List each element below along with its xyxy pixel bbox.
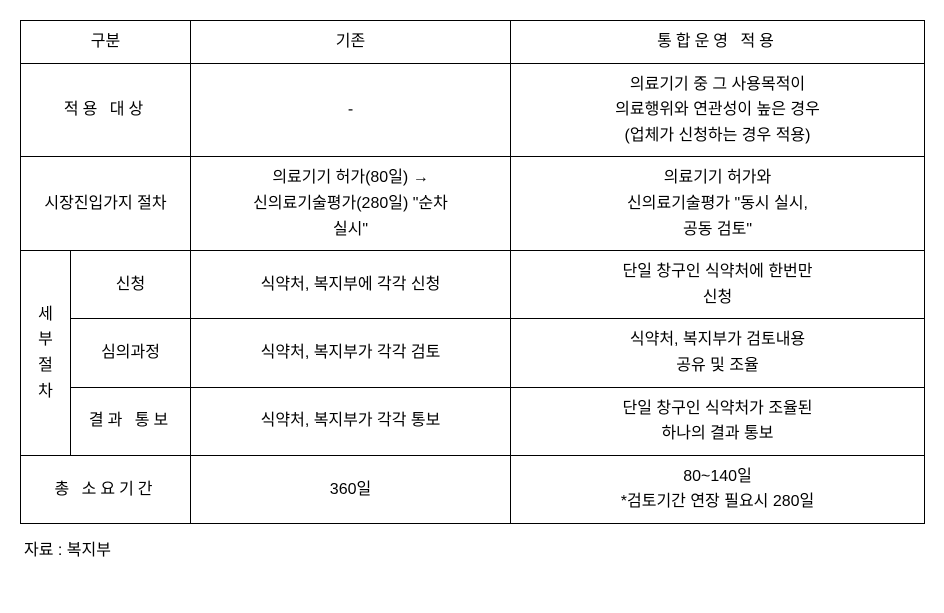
cell-application-existing: 식약처, 복지부에 각각 신청 bbox=[191, 251, 511, 319]
row-application: 세부절차 신청 식약처, 복지부에 각각 신청 단일 창구인 식약처에 한번만신… bbox=[21, 251, 925, 319]
cell-result-integrated: 단일 창구인 식약처가 조율된하나의 결과 통보 bbox=[511, 387, 925, 455]
row-review: 심의과정 식약처, 복지부가 각각 검토 식약처, 복지부가 검토내용공유 및 … bbox=[21, 319, 925, 387]
header-row: 구분 기존 통합운영 적용 bbox=[21, 21, 925, 64]
header-category: 구분 bbox=[21, 21, 191, 64]
cell-target-existing: - bbox=[191, 63, 511, 157]
cell-result-existing: 식약처, 복지부가 각각 통보 bbox=[191, 387, 511, 455]
cell-review-existing: 식약처, 복지부가 각각 검토 bbox=[191, 319, 511, 387]
header-existing: 기존 bbox=[191, 21, 511, 64]
cell-duration-integrated: 80~140일*검토기간 연장 필요시 280일 bbox=[511, 455, 925, 523]
cell-detail-header: 세부절차 bbox=[21, 251, 71, 456]
row-procedure: 시장진입가지 절차 의료기기 허가(80일) →신의료기술평가(280일) "순… bbox=[21, 157, 925, 251]
row-duration: 총 소요기간 360일 80~140일*검토기간 연장 필요시 280일 bbox=[21, 455, 925, 523]
header-integrated: 통합운영 적용 bbox=[511, 21, 925, 64]
cell-target-integrated: 의료기기 중 그 사용목적이의료행위와 연관성이 높은 경우(업체가 신청하는 … bbox=[511, 63, 925, 157]
cell-procedure-label: 시장진입가지 절차 bbox=[21, 157, 191, 251]
row-result: 결과 통보 식약처, 복지부가 각각 통보 단일 창구인 식약처가 조율된하나의… bbox=[21, 387, 925, 455]
cell-duration-existing: 360일 bbox=[191, 455, 511, 523]
cell-duration-label: 총 소요기간 bbox=[21, 455, 191, 523]
cell-application-label: 신청 bbox=[71, 251, 191, 319]
cell-procedure-existing: 의료기기 허가(80일) →신의료기술평가(280일) "순차실시" bbox=[191, 157, 511, 251]
row-target: 적용 대상 - 의료기기 중 그 사용목적이의료행위와 연관성이 높은 경우(업… bbox=[21, 63, 925, 157]
cell-target-label: 적용 대상 bbox=[21, 63, 191, 157]
cell-application-integrated: 단일 창구인 식약처에 한번만신청 bbox=[511, 251, 925, 319]
cell-result-label: 결과 통보 bbox=[71, 387, 191, 455]
cell-review-integrated: 식약처, 복지부가 검토내용공유 및 조율 bbox=[511, 319, 925, 387]
comparison-table: 구분 기존 통합운영 적용 적용 대상 - 의료기기 중 그 사용목적이의료행위… bbox=[20, 20, 925, 524]
cell-procedure-integrated: 의료기기 허가와신의료기술평가 "동시 실시,공동 검토" bbox=[511, 157, 925, 251]
source-text: 자료 : 복지부 bbox=[20, 536, 924, 560]
cell-review-label: 심의과정 bbox=[71, 319, 191, 387]
